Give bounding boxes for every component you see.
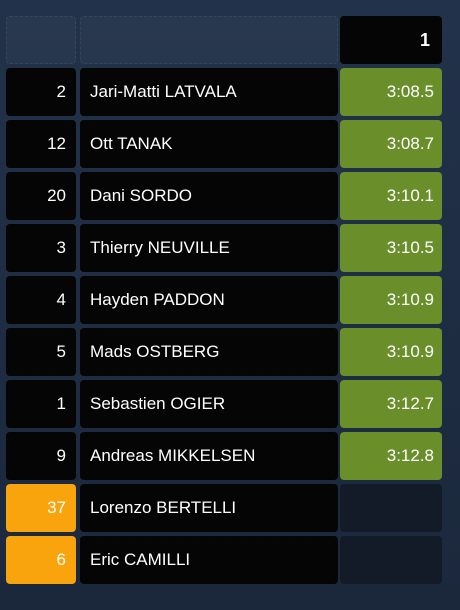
result-row[interactable]: 4 Hayden PADDON 3:10.9 [6, 276, 444, 324]
driver-name: Jari-Matti LATVALA [80, 68, 338, 116]
stage-time-empty [340, 536, 442, 584]
car-number: 1 [6, 380, 76, 428]
car-number: 3 [6, 224, 76, 272]
stage-time: 3:10.1 [340, 172, 442, 220]
car-number: 20 [6, 172, 76, 220]
car-number: 12 [6, 120, 76, 168]
driver-name: Dani SORDO [80, 172, 338, 220]
car-number: 9 [6, 432, 76, 480]
stage-time: 3:12.7 [340, 380, 442, 428]
result-row[interactable]: 12 Ott TANAK 3:08.7 [6, 120, 444, 168]
result-row[interactable]: 37 Lorenzo BERTELLI [6, 484, 444, 532]
result-row[interactable]: 6 Eric CAMILLI [6, 536, 444, 584]
header-number-cell [6, 16, 76, 64]
result-row[interactable]: 9 Andreas MIKKELSEN 3:12.8 [6, 432, 444, 480]
stage-number-header[interactable]: 1 [340, 16, 442, 64]
car-number: 4 [6, 276, 76, 324]
result-row[interactable]: 5 Mads OSTBERG 3:10.9 [6, 328, 444, 376]
stage-time: 3:10.9 [340, 328, 442, 376]
car-number: 2 [6, 68, 76, 116]
car-number: 5 [6, 328, 76, 376]
stage-time: 3:10.5 [340, 224, 442, 272]
stage-time: 3:12.8 [340, 432, 442, 480]
driver-name: Mads OSTBERG [80, 328, 338, 376]
result-row[interactable]: 1 Sebastien OGIER 3:12.7 [6, 380, 444, 428]
car-number-highlighted: 6 [6, 536, 76, 584]
results-list: 2 Jari-Matti LATVALA 3:08.5 12 Ott TANAK… [6, 68, 444, 588]
stage-time: 3:08.7 [340, 120, 442, 168]
result-row[interactable]: 20 Dani SORDO 3:10.1 [6, 172, 444, 220]
stage-time: 3:10.9 [340, 276, 442, 324]
driver-name: Sebastien OGIER [80, 380, 338, 428]
driver-name: Ott TANAK [80, 120, 338, 168]
result-row[interactable]: 2 Jari-Matti LATVALA 3:08.5 [6, 68, 444, 116]
driver-name: Hayden PADDON [80, 276, 338, 324]
driver-name: Eric CAMILLI [80, 536, 338, 584]
driver-name: Lorenzo BERTELLI [80, 484, 338, 532]
stage-time-empty [340, 484, 442, 532]
result-row[interactable]: 3 Thierry NEUVILLE 3:10.5 [6, 224, 444, 272]
stage-time: 3:08.5 [340, 68, 442, 116]
car-number-highlighted: 37 [6, 484, 76, 532]
header-row: 1 [6, 16, 444, 64]
header-driver-cell [80, 16, 338, 64]
driver-name: Andreas MIKKELSEN [80, 432, 338, 480]
driver-name: Thierry NEUVILLE [80, 224, 338, 272]
